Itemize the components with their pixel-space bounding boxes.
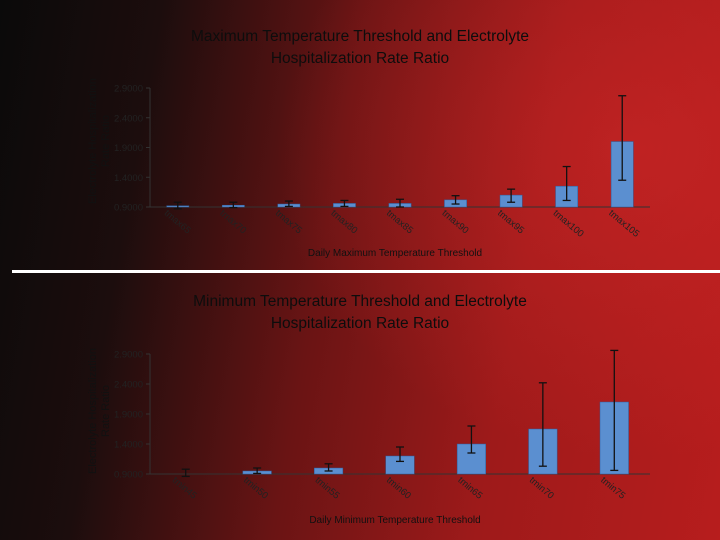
max-temp-chart-panel: Maximum Temperature Threshold and Electr…	[87, 28, 650, 259]
y-tick-label: 0.9000	[114, 470, 143, 481]
x-axis-label: Daily Maximum Temperature Threshold	[307, 248, 483, 259]
x-tick-label: tmin50	[241, 475, 270, 502]
chart-title: Maximum Temperature Threshold and Electr…	[191, 28, 529, 67]
y-tick-label: 2.4000	[114, 113, 143, 124]
x-tick-label: tmin45	[170, 475, 199, 502]
y-tick-label: 2.4000	[114, 380, 143, 391]
y-tick-label: 2.9000	[114, 84, 143, 95]
divider-line	[12, 270, 720, 273]
x-tick-label: tmin55	[313, 475, 342, 502]
x-axis-label: Daily Minimum Temperature Threshold	[309, 515, 481, 526]
y-tick-label: 1.4000	[114, 440, 143, 451]
x-tick-label: tmin65	[456, 475, 485, 502]
y-tick-label: 2.9000	[114, 350, 143, 361]
x-tick-label: tmin70	[527, 475, 556, 502]
y-tick-label: 0.9000	[114, 203, 143, 214]
x-tick-label: tmin60	[384, 475, 413, 502]
y-tick-label: 1.9000	[114, 410, 143, 421]
y-tick-label: 1.4000	[114, 173, 143, 184]
chart-title: Minimum Temperature Threshold and Electr…	[193, 293, 527, 332]
y-tick-label: 1.9000	[114, 143, 143, 154]
x-tick-label: tmin75	[598, 475, 627, 502]
